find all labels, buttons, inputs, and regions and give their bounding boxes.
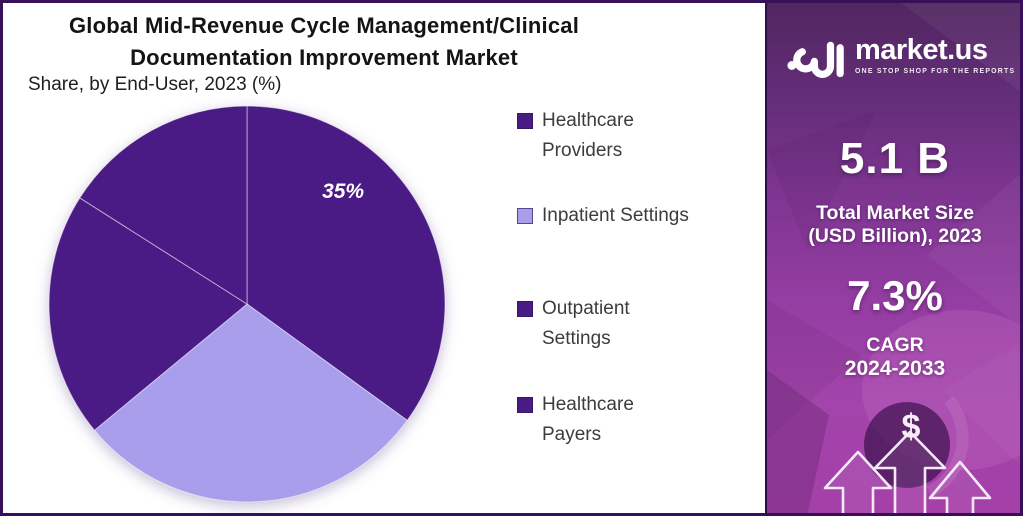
caption-line: CAGR	[866, 334, 924, 356]
growth-arrows-icon	[823, 430, 992, 516]
legend: Healthcare Providers Inpatient Settings …	[517, 106, 752, 450]
legend-label-line: Providers	[542, 140, 623, 161]
legend-label-line: Outpatient	[542, 298, 630, 319]
chart-subtitle: Share, by End-User, 2023 (%)	[28, 74, 282, 95]
legend-label: Outpatient Settings	[542, 294, 720, 354]
market-size-value: 5.1 B	[839, 134, 951, 183]
up-arrow-icon	[823, 450, 893, 516]
legend-label: Healthcare Payers	[542, 390, 720, 450]
legend-label: Healthcare Providers	[542, 106, 720, 166]
brand-sidebar: $ market.us ONE STOP SHOP FOR THE REPORT…	[765, 0, 1023, 516]
pie-chart-svg: 35%	[48, 105, 446, 503]
marketus-logo: market.us ONE STOP SHOP FOR THE REPORTS	[783, 26, 1015, 84]
sidebar-content: market.us ONE STOP SHOP FOR THE REPORTS …	[767, 0, 1023, 516]
pie-slice	[246, 105, 446, 422]
legend-label: Inpatient Settings	[542, 201, 720, 231]
pie-slice-data-label: 35%	[322, 180, 364, 203]
pie-slice	[79, 105, 248, 305]
market-size-caption: Total Market Size (USD Billion), 2023	[767, 202, 1023, 247]
legend-swatch-icon	[517, 113, 533, 129]
chart-title: Global Mid-Revenue Cycle Management/Clin…	[68, 13, 580, 70]
legend-label-line: Payers	[542, 424, 602, 445]
cagr-caption: CAGR 2024-2033	[767, 334, 1023, 380]
up-arrow-icon	[873, 430, 947, 516]
cagr-value: 7.3%	[847, 272, 943, 319]
legend-label-line: Healthcare	[542, 394, 634, 415]
legend-item-inpatient-settings: Inpatient Settings	[517, 201, 752, 231]
marketus-logo-mark-icon	[787, 41, 844, 78]
brand-name: market.us	[855, 34, 988, 66]
legend-label-line: Inpatient Settings	[542, 205, 689, 226]
dark-band	[767, 370, 829, 516]
pie-slice	[48, 197, 248, 431]
coin-circle	[864, 402, 950, 488]
legend-item-healthcare-providers: Healthcare Providers	[517, 106, 752, 166]
pie-chart: 35%	[47, 104, 447, 504]
legend-item-outpatient-settings: Outpatient Settings	[517, 294, 752, 354]
legend-item-healthcare-payers: Healthcare Payers	[517, 390, 752, 450]
chart-panel: Global Mid-Revenue Cycle Management/Clin…	[28, 13, 752, 504]
caption-line: (USD Billion), 2023	[808, 224, 982, 247]
caption-line: 2024-2033	[844, 357, 946, 380]
sidebar-background-decoration: $	[767, 0, 1023, 516]
legend-label-line: Healthcare	[542, 110, 634, 131]
legend-swatch-icon	[517, 397, 533, 413]
legend-label-line: Settings	[542, 328, 611, 349]
brand-tagline: ONE STOP SHOP FOR THE REPORTS	[855, 68, 1016, 75]
dollar-icon: $	[902, 408, 921, 446]
legend-swatch-icon	[517, 301, 533, 317]
up-arrow-icon	[928, 460, 992, 516]
pie-slice	[93, 303, 408, 503]
legend-swatch-icon	[517, 208, 533, 224]
caption-line: Total Market Size	[816, 202, 974, 224]
